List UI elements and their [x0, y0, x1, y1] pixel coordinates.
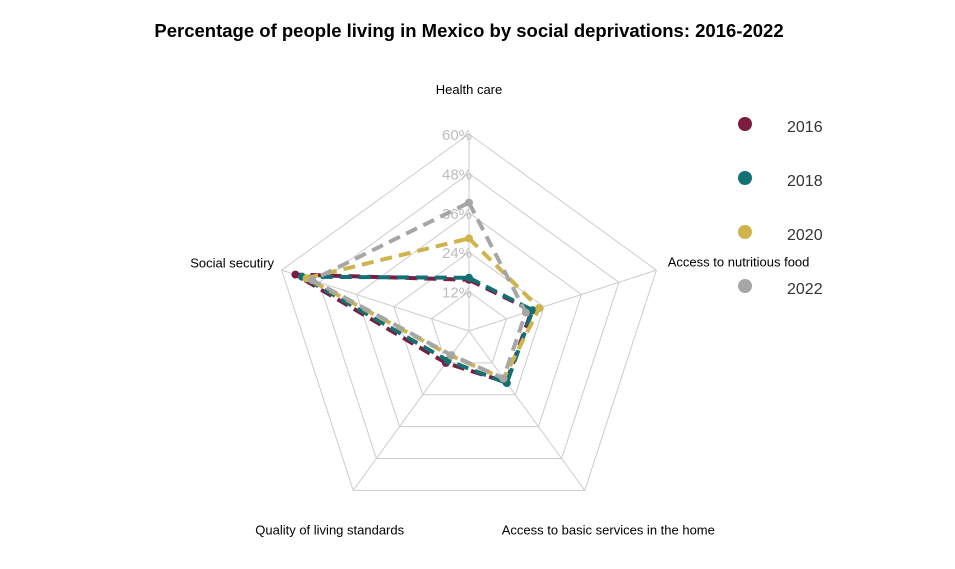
data-point	[528, 306, 537, 315]
grid-ring	[393, 251, 545, 396]
legend-label: 2020	[787, 227, 823, 244]
axis-label: Access to nutritious food	[668, 254, 810, 269]
axis-label: Quality of living standards	[255, 523, 404, 538]
legend-label: 2018	[787, 173, 823, 190]
data-point	[308, 276, 317, 285]
data-point	[291, 270, 300, 279]
axis-label: Social secutiry	[190, 256, 274, 271]
data-point	[465, 198, 473, 207]
chart-title: Percentage of people living in Mexico by…	[154, 20, 784, 41]
data-point	[521, 308, 530, 317]
grid-ring	[281, 133, 657, 491]
axis-label: Access to basic services in the home	[502, 523, 715, 538]
data-point	[465, 234, 473, 243]
data-point	[535, 304, 544, 313]
series-line-2020	[304, 236, 542, 381]
tick-label: 24%	[442, 245, 472, 262]
legend: 2016 2018 2020 2022	[738, 117, 823, 298]
tick-label: 12%	[442, 285, 472, 302]
tick-label: 60%	[442, 127, 472, 144]
axis-label: Health care	[436, 82, 502, 97]
data-point	[499, 374, 508, 383]
grid-spoke	[468, 269, 657, 332]
grid-spoke	[468, 330, 586, 491]
grid-ring	[355, 212, 583, 428]
series-lines	[291, 198, 544, 388]
data-point	[465, 273, 473, 282]
axis-labels: Health care Access to nutritious food Acce…	[190, 82, 809, 538]
tick-label: 48%	[442, 166, 472, 183]
legend-label: 2016	[787, 119, 823, 136]
legend-label: 2022	[787, 281, 823, 298]
radar-grid	[281, 133, 657, 491]
legend-marker	[738, 117, 752, 131]
legend-marker	[738, 279, 752, 293]
legend-marker	[738, 171, 752, 185]
series-line-2022	[310, 200, 528, 381]
legend-marker	[738, 225, 752, 239]
data-point	[447, 351, 456, 360]
